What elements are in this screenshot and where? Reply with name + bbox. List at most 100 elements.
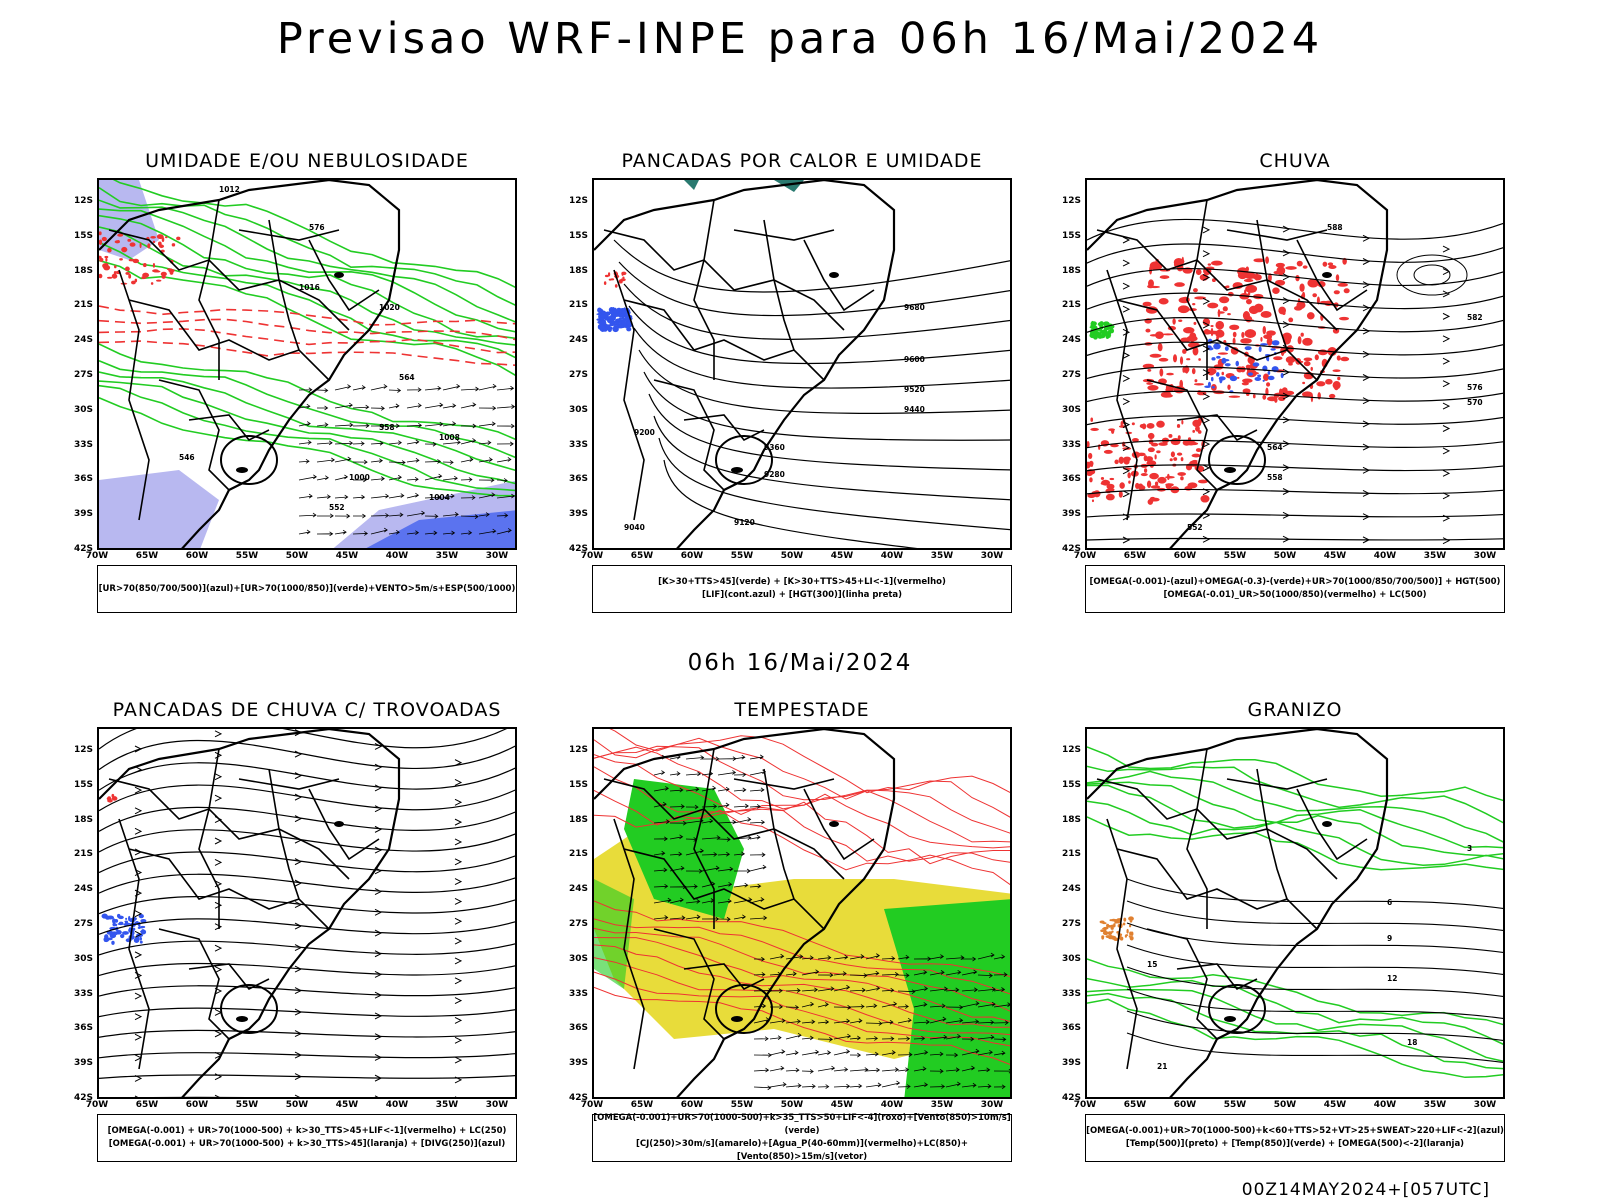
wind-vector — [316, 457, 335, 463]
wind-vector — [881, 987, 895, 993]
wind-vector — [334, 494, 349, 500]
wind-vector — [316, 440, 333, 446]
lif-area — [612, 313, 618, 317]
wind-vector — [717, 837, 731, 842]
temp850-contour — [1087, 800, 1503, 867]
lat-label: 15S — [1061, 779, 1081, 790]
rain-area — [1218, 296, 1230, 304]
wind-vector — [316, 494, 331, 500]
wind-vector — [653, 850, 666, 856]
wind-vector — [977, 1083, 992, 1089]
flow-arrow — [454, 1076, 463, 1084]
uruguay-border — [715, 435, 773, 485]
lat-label: 42S — [73, 1093, 93, 1103]
rain-area — [1087, 471, 1093, 476]
red-speckle — [99, 273, 103, 279]
wind-vector — [406, 387, 422, 393]
wind-vector — [496, 457, 512, 463]
omega-area — [1247, 372, 1253, 376]
wind-vector — [334, 456, 352, 463]
rain-area — [1327, 262, 1334, 266]
contour-label: 1000 — [349, 473, 370, 482]
rain-area — [1087, 440, 1090, 448]
wind-vector — [653, 897, 672, 904]
flow-arrow — [454, 1096, 457, 1097]
wind-vector — [1009, 974, 1010, 975]
rain-area — [1207, 302, 1219, 309]
red-speckle — [111, 273, 118, 279]
lat-label: 18S — [568, 814, 588, 825]
flow-arrow — [134, 992, 143, 1000]
lc850-contour — [594, 986, 1010, 1065]
rain-area — [1182, 348, 1187, 354]
lon-label: 60W — [1173, 1100, 1197, 1110]
flow-arrow — [1202, 297, 1211, 305]
wind-vector — [733, 754, 746, 760]
wind-vector — [849, 1083, 863, 1089]
political-border — [188, 963, 270, 991]
lat-label: 18S — [73, 265, 93, 276]
wind-vector — [749, 883, 762, 889]
rain-area — [1252, 394, 1256, 399]
humidity-area — [99, 470, 219, 548]
red-speckle — [99, 231, 102, 236]
wind-vector — [945, 1081, 961, 1088]
rain-area — [1322, 261, 1328, 267]
flow-arrow — [134, 827, 143, 835]
wind-vector — [669, 851, 683, 857]
wind-vector — [685, 804, 699, 810]
red-speckle — [161, 274, 166, 279]
wind-vector — [865, 1036, 879, 1041]
flow-arrow — [1122, 328, 1131, 336]
wind-vector — [785, 1032, 802, 1040]
temp850-contour — [1087, 781, 1503, 849]
lat-label: 30S — [1061, 953, 1081, 964]
streamline — [1087, 464, 1503, 472]
rain-area — [1245, 266, 1249, 272]
omega-area — [1129, 920, 1133, 923]
omega-area — [1267, 371, 1271, 375]
wind-vector — [496, 493, 515, 499]
streamline — [99, 873, 515, 894]
lif-area — [597, 320, 605, 325]
wind-vector — [496, 441, 514, 447]
rain-area — [1232, 331, 1237, 338]
lat-label: 12S — [73, 745, 93, 755]
flow-arrow — [1362, 397, 1371, 405]
wind-vector — [849, 1067, 869, 1072]
wind-vector — [298, 403, 311, 409]
wind-vector — [833, 1049, 851, 1056]
rain-area — [1301, 391, 1313, 398]
wind-vector — [352, 513, 367, 519]
rain-area — [1228, 395, 1241, 398]
lat-label: 12S — [1061, 745, 1081, 755]
wind-vector — [334, 402, 353, 409]
flow-arrow — [454, 897, 463, 905]
rain-area — [1339, 316, 1350, 321]
political-border — [1256, 768, 1288, 900]
flow-arrow — [1122, 444, 1131, 452]
lif-area — [619, 308, 622, 315]
lake-mark — [236, 467, 248, 473]
rain-area — [1307, 278, 1319, 288]
red-speckle — [152, 262, 156, 268]
lon-label: 55W — [730, 1100, 754, 1110]
wind-vector — [865, 1003, 878, 1009]
wind-vector — [685, 755, 705, 760]
flow-arrow — [1122, 536, 1131, 544]
wind-vector — [833, 1033, 852, 1040]
rain-area — [1167, 473, 1170, 481]
omega-area — [1224, 346, 1229, 351]
wind-vector — [298, 458, 310, 464]
wind-vector — [897, 973, 910, 978]
divergence-area — [112, 922, 116, 927]
red-speckle — [157, 241, 162, 246]
flow-arrow — [294, 750, 303, 758]
temp500-contour — [1126, 1010, 1503, 1042]
divergence-area — [117, 915, 124, 920]
wind-vector — [496, 385, 515, 391]
flow-arrow — [1282, 225, 1291, 233]
lake-mark — [731, 467, 743, 473]
streamline — [1087, 439, 1503, 449]
wind-vector — [514, 533, 515, 534]
